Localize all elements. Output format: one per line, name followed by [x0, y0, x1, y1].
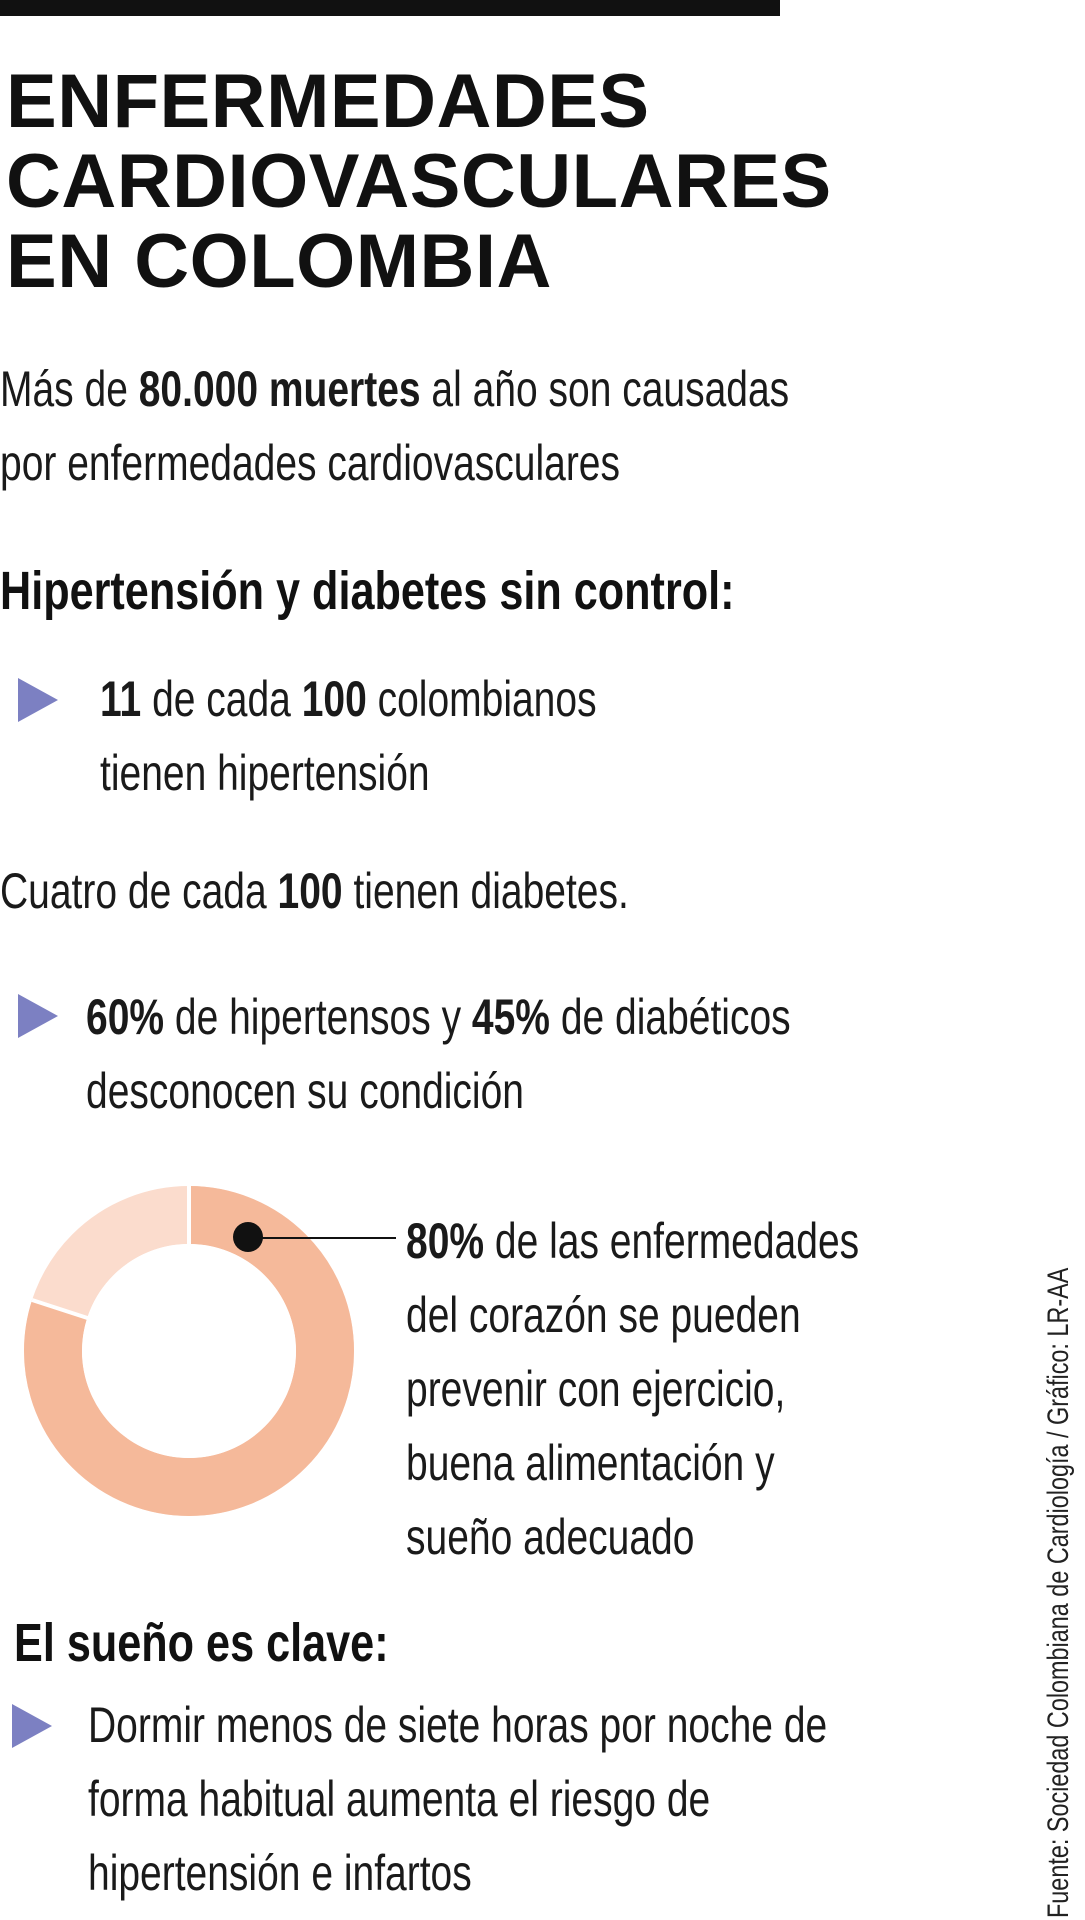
section-heading-sleep: El sueño es clave: [14, 1613, 389, 1673]
bullet-hypertension: 11 de cada 100 colombianos tienen hipert… [100, 671, 597, 801]
title-line-1: ENFERMEDADES [6, 59, 650, 144]
callout-leader-line [246, 1237, 396, 1239]
top-rule [0, 0, 780, 16]
source-credit: Fuente: Sociedad Colombiana de Cardiolog… [1042, 1267, 1075, 1918]
bullet-triangle-icon [18, 678, 58, 722]
donut-callout: 80% de las enfermedades del corazón se p… [406, 1213, 860, 1565]
bullet-triangle-icon [12, 1704, 52, 1748]
bullet-triangle-icon [18, 994, 58, 1038]
donut-hole [82, 1244, 296, 1458]
donut-chart [24, 1186, 354, 1516]
title-line-3: EN COLOMBIA [6, 219, 552, 304]
intro-line-1: Más de 80.000 muertes al año son causada… [0, 361, 790, 417]
page-title: ENFERMEDADES CARDIOVASCULARES EN COLOMBI… [6, 62, 832, 302]
diabetes-stat: Cuatro de cada 100 tienen diabetes. [0, 863, 629, 919]
intro-text: Más de 80.000 muertes al año son causada… [0, 352, 789, 500]
deaths-figure: 80.000 muertes [138, 361, 421, 417]
title-line-2: CARDIOVASCULARES [6, 139, 832, 224]
bullet-unaware: 60% de hipertensos y 45% de diabéticos d… [86, 989, 791, 1119]
section-heading-hypertension: Hipertensión y diabetes sin control: [0, 561, 735, 621]
intro-line-2: por enfermedades cardiovasculares [0, 435, 621, 491]
bullet-sleep: Dormir menos de siete horas por noche de… [88, 1697, 828, 1901]
